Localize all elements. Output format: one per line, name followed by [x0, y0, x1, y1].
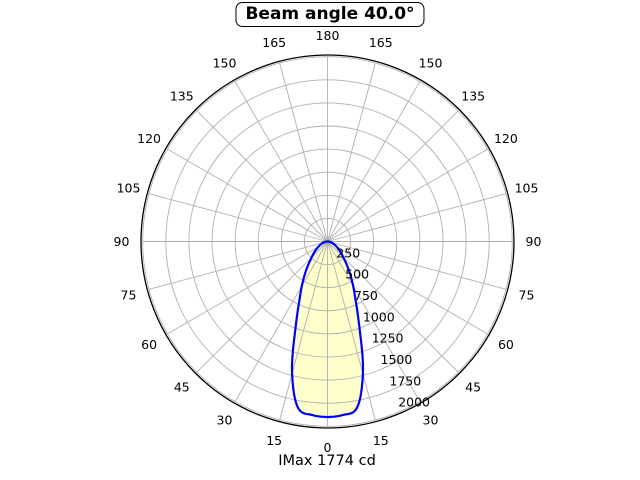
radial-tick-label: 750	[354, 288, 378, 303]
radial-tick-label: 1750	[389, 373, 421, 388]
grid-spoke	[327, 81, 421, 242]
grid-spoke	[327, 241, 459, 373]
chart-title-box: Beam angle 40.0°	[235, 2, 425, 27]
radial-tick-labels: 250 500 750 1000 1250 1500 1750 2000	[336, 245, 430, 409]
grid-spoke	[148, 241, 328, 290]
grid-spoke	[327, 241, 488, 335]
angle-tick-label: 150	[419, 56, 443, 71]
grid-spoke	[279, 241, 328, 421]
angle-tick-label: 60	[498, 337, 514, 352]
angle-tick-label: 45	[174, 380, 190, 395]
angle-tick-label: 45	[465, 380, 481, 395]
grid-spoke	[196, 110, 328, 242]
angle-tick-label: 120	[137, 131, 161, 146]
angle-tick-label: 105	[117, 181, 141, 196]
imax-label: IMax 1774 cd	[278, 453, 376, 469]
angle-tick-label: 105	[515, 181, 539, 196]
polar-grid-layer	[142, 56, 513, 427]
angle-tick-label: 75	[121, 287, 137, 302]
radial-tick-label: 250	[336, 245, 360, 260]
angle-tick-label: 135	[461, 88, 485, 103]
axis-border-circle	[140, 54, 515, 429]
grid-spoke	[167, 241, 328, 335]
angle-tick-label: 0	[324, 440, 332, 455]
radial-tick-label: 500	[345, 267, 369, 282]
angle-tick-label: 15	[266, 433, 282, 448]
radial-tick-label: 2000	[398, 395, 430, 410]
angle-tick-label: 150	[213, 56, 237, 71]
radial-tick-label: 1250	[372, 331, 404, 346]
grid-spoke	[148, 193, 328, 242]
grid-spoke	[234, 241, 328, 402]
beam-curve-layer	[290, 240, 365, 419]
grid-spoke	[234, 81, 328, 242]
grid-spoke	[327, 62, 376, 242]
radial-tick-label: 1000	[363, 309, 395, 324]
grid-spoke	[327, 148, 488, 242]
grid-spoke	[327, 241, 376, 421]
angle-tick-label: 180	[316, 28, 340, 43]
angle-tick-label: 90	[526, 234, 542, 249]
angle-tick-label: 30	[423, 412, 439, 427]
chart-title: Beam angle 40.0°	[245, 4, 415, 24]
grid-spoke	[196, 241, 328, 373]
grid-spoke	[167, 148, 328, 242]
grid-spoke	[327, 241, 507, 290]
beam-curve	[290, 240, 365, 419]
angle-tick-label: 90	[114, 234, 130, 249]
angle-tick-label: 135	[170, 88, 194, 103]
grid-spoke	[279, 62, 328, 242]
angle-tick-label: 165	[369, 35, 393, 50]
axis-border-layer	[140, 54, 515, 429]
angle-tick-label: 165	[262, 35, 286, 50]
angle-tick-label: 60	[141, 337, 157, 352]
angle-tick-labels: 0 15 15 30 30 45 45 60 60 75 75 90 90 105 105 120 120 135…	[114, 28, 542, 455]
angle-tick-label: 75	[519, 287, 535, 302]
angle-tick-label: 120	[494, 131, 518, 146]
angle-tick-label: 15	[373, 433, 389, 448]
radial-tick-label: 1500	[381, 352, 413, 367]
grid-spoke	[327, 241, 421, 402]
grid-spoke	[327, 193, 507, 242]
grid-spoke	[327, 110, 459, 242]
angle-tick-label: 30	[217, 412, 233, 427]
